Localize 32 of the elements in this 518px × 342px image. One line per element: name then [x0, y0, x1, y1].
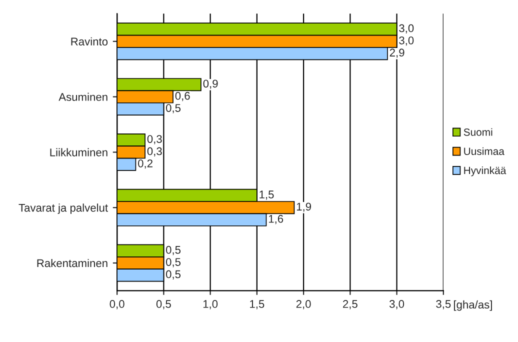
legend-label: Hyvinkää — [464, 166, 506, 176]
data-label: 1,5 — [260, 190, 274, 200]
data-label: 0,5 — [166, 246, 181, 256]
y-tick-label: Asuminen — [58, 92, 108, 101]
data-label: 1,9 — [296, 202, 312, 212]
legend-label: Uusimaa — [464, 147, 504, 156]
data-label: 0,3 — [147, 135, 162, 144]
y-tick-label: Ravinto — [71, 37, 108, 46]
data-label: 0,2 — [138, 159, 152, 169]
data-label: 1,6 — [268, 214, 284, 224]
x-axis-title: [gha/as] — [454, 300, 492, 311]
y-tick-label: Rakentaminen — [37, 258, 108, 268]
y-tick-label: Tavarat ja palvelut — [18, 204, 108, 214]
data-label: 0,9 — [203, 80, 218, 89]
legend-label: Suomi — [464, 128, 492, 136]
x-tick-label: 3,0 — [389, 300, 404, 310]
x-tick-label: 1,0 — [203, 300, 218, 310]
data-label: 3,0 — [399, 24, 414, 34]
x-tick-label: 2,0 — [296, 300, 311, 310]
data-label: 0,6 — [175, 92, 190, 102]
data-label: 0,5 — [166, 104, 181, 114]
data-label: 2,9 — [390, 48, 404, 58]
x-tick-label: 0,5 — [156, 300, 171, 310]
x-tick-label: 2,5 — [343, 300, 358, 310]
y-tick-label: Liikkuminen — [50, 148, 108, 156]
x-tick-label: 0,0 — [110, 300, 124, 310]
data-label: 0,3 — [147, 147, 162, 156]
data-label: 0,5 — [166, 270, 181, 280]
data-label: 0,5 — [166, 258, 181, 268]
x-tick-label: 3,5 — [436, 300, 451, 310]
data-label: 3,0 — [399, 36, 414, 46]
x-tick-label: 1,5 — [250, 300, 264, 310]
